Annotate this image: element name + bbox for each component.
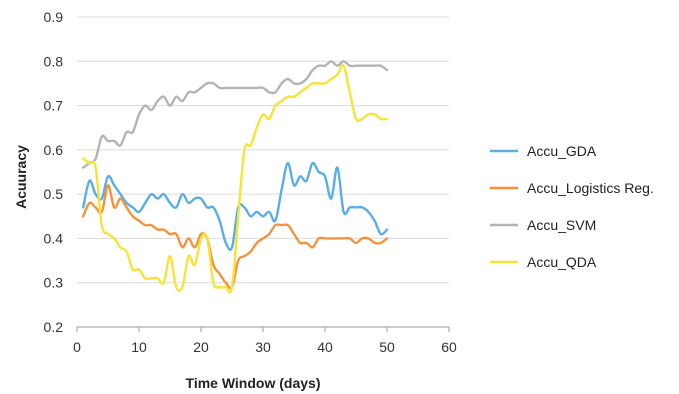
y-axis-title: Acuuracy	[13, 145, 29, 209]
y-tick-label: 0.2	[44, 319, 64, 335]
x-tick-labels: 0 10 20 30 40 50 60	[73, 339, 457, 355]
x-tick-label: 0	[73, 339, 81, 355]
y-tick-label: 0.9	[44, 9, 64, 25]
series-line-accu-gda	[82, 161, 389, 251]
y-tick-label: 0.5	[44, 186, 64, 202]
series-line-accu-qda	[82, 63, 389, 294]
legend-label: Accu_QDA	[527, 254, 597, 270]
x-tick-label: 50	[379, 339, 395, 355]
y-tick-label: 0.8	[44, 53, 64, 69]
y-tick-labels: 0.2 0.3 0.4 0.5 0.6 0.7 0.8 0.9	[44, 9, 64, 335]
y-tick-label: 0.7	[44, 98, 64, 114]
legend-label: Accu_Logistics Reg.	[527, 180, 654, 196]
y-tick-label: 0.3	[44, 275, 64, 291]
y-tick-label: 0.6	[44, 142, 64, 158]
legend-label: Accu_GDA	[527, 143, 597, 159]
gridlines	[77, 16, 449, 284]
x-tick-label: 40	[317, 339, 333, 355]
x-tick-label: 20	[193, 339, 209, 355]
x-tick-label: 10	[131, 339, 147, 355]
legend: Accu_GDA Accu_Logistics Reg. Accu_SVM Accu_…	[490, 143, 654, 270]
x-tick-label: 60	[441, 339, 457, 355]
x-axis-title: Time Window (days)	[186, 375, 321, 391]
series-line-accu-svm	[82, 60, 389, 169]
series-lines	[82, 60, 389, 294]
legend-label: Accu_SVM	[527, 217, 596, 233]
axes	[76, 326, 450, 332]
y-tick-label: 0.4	[44, 230, 64, 246]
series-line-accu-logistics-reg	[82, 184, 389, 290]
x-tick-label: 30	[255, 339, 271, 355]
